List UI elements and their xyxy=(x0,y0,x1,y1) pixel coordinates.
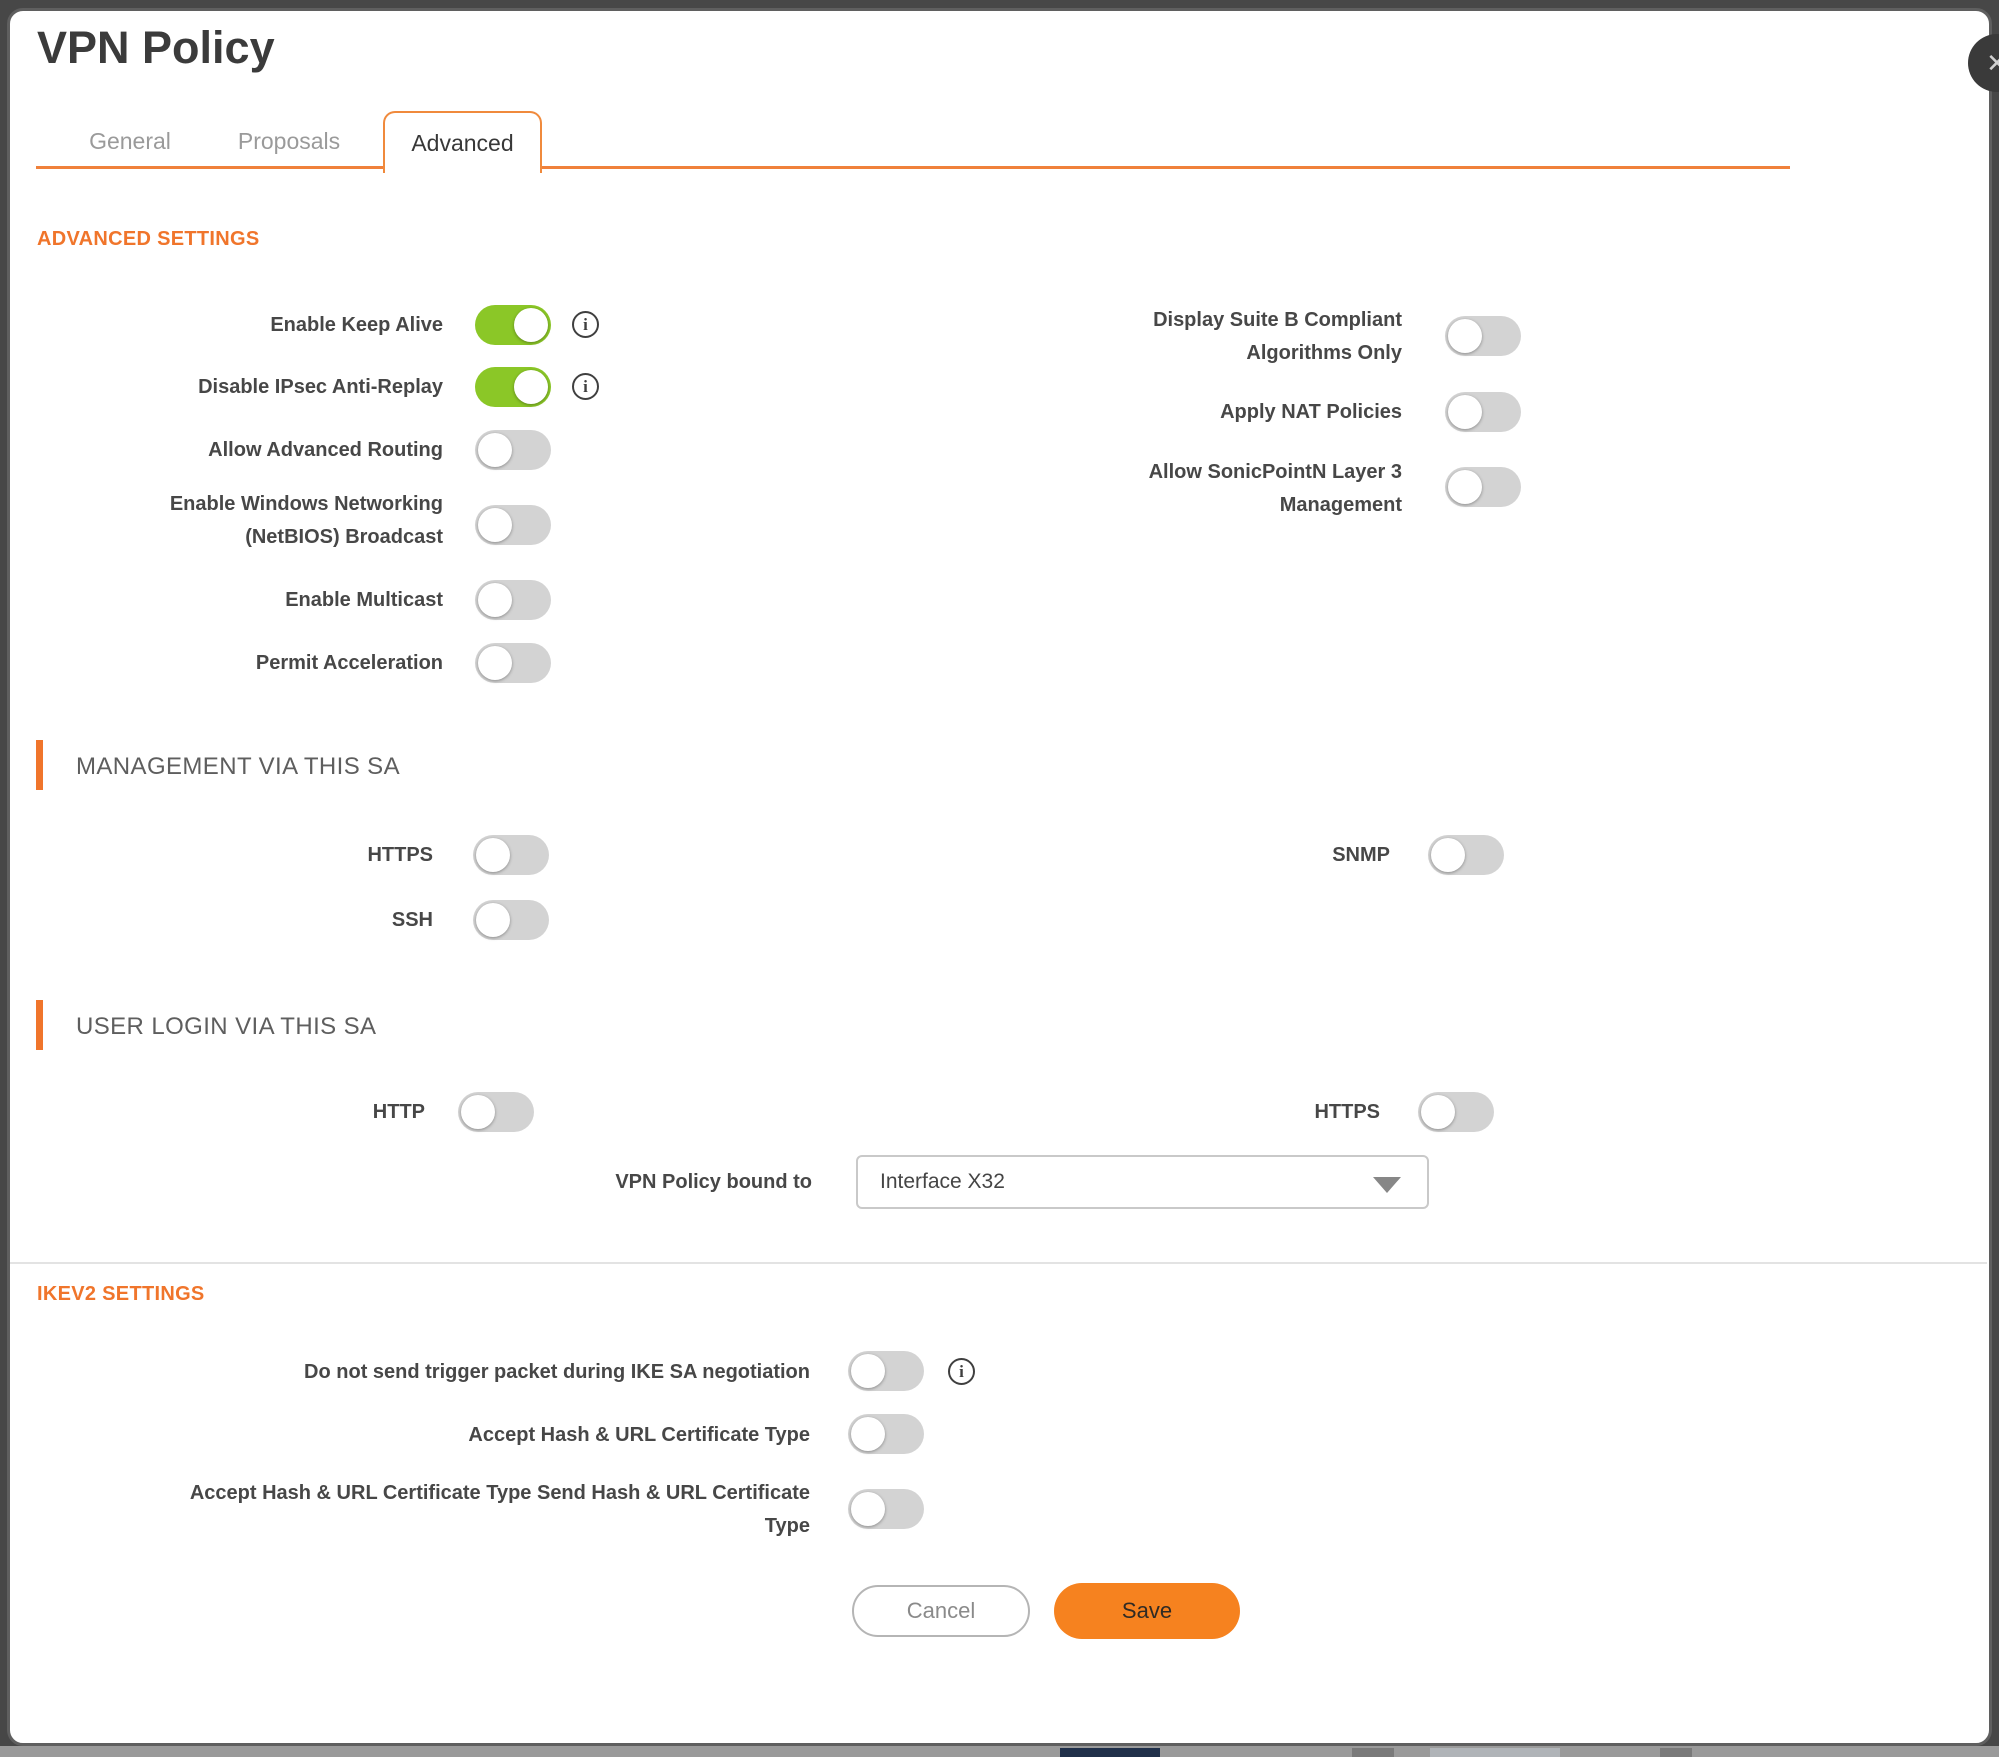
login-https-toggle[interactable] xyxy=(1418,1092,1494,1132)
mgmt-ssh-toggle[interactable] xyxy=(473,900,549,940)
background-fragment xyxy=(1660,1748,1692,1757)
info-icon[interactable]: i xyxy=(572,373,599,400)
label-mgmt-https: HTTPS xyxy=(367,844,433,866)
allow-sonicpointn-toggle[interactable] xyxy=(1445,467,1521,507)
toggle-knob xyxy=(851,1354,885,1388)
cancel-button[interactable]: Cancel xyxy=(852,1585,1030,1637)
label-login-https: HTTPS xyxy=(1314,1101,1380,1123)
management-sa-heading: MANAGEMENT VIA THIS SA xyxy=(76,753,400,780)
tab-proposals[interactable]: Proposals xyxy=(237,128,341,154)
info-icon[interactable]: i xyxy=(572,311,599,338)
toggle-knob xyxy=(514,308,548,342)
toggle-knob xyxy=(478,646,512,680)
label-allow-advanced-routing: Allow Advanced Routing xyxy=(208,439,443,461)
login-http-toggle[interactable] xyxy=(458,1092,534,1132)
save-button[interactable]: Save xyxy=(1054,1583,1240,1639)
advanced-settings-heading: ADVANCED SETTINGS xyxy=(37,228,260,250)
tab-advanced[interactable]: Advanced xyxy=(383,111,542,173)
user-login-sa-heading: USER LOGIN VIA THIS SA xyxy=(76,1013,377,1040)
label-vpn-policy-bound-to: VPN Policy bound to xyxy=(615,1171,812,1193)
ikev2-accept-hash-toggle[interactable] xyxy=(848,1414,924,1454)
display-suite-b-toggle[interactable] xyxy=(1445,316,1521,356)
label-enable-keep-alive: Enable Keep Alive xyxy=(270,314,443,336)
toggle-knob xyxy=(476,838,510,872)
toggle-knob xyxy=(461,1095,495,1129)
label-mgmt-snmp: SNMP xyxy=(1332,844,1390,866)
close-icon: ✕ xyxy=(1986,47,1999,78)
background-fragment xyxy=(1430,1748,1560,1757)
label-enable-windows-networking: Enable Windows Networking (NetBIOS) Broa… xyxy=(169,493,443,548)
background-page-strip xyxy=(0,1746,1999,1757)
toggle-knob xyxy=(514,370,548,404)
dialog-title: VPN Policy xyxy=(37,22,275,73)
label-mgmt-ssh: SSH xyxy=(391,909,433,931)
permit-acceleration-toggle[interactable] xyxy=(475,643,551,683)
toggle-knob xyxy=(476,903,510,937)
toggle-knob xyxy=(1448,395,1482,429)
toggle-knob xyxy=(1421,1095,1455,1129)
vpn-policy-bound-select[interactable]: Interface X32 xyxy=(856,1155,1429,1209)
allow-advanced-routing-toggle[interactable] xyxy=(475,430,551,470)
label-allow-sonicpointn: Allow SonicPointN Layer 3 Management xyxy=(1148,461,1402,516)
label-ikev2-no-trigger: Do not send trigger packet during IKE SA… xyxy=(304,1361,810,1383)
label-login-http: HTTP xyxy=(372,1101,425,1123)
section-accent-bar xyxy=(36,1000,43,1050)
toggle-knob xyxy=(1448,470,1482,504)
label-apply-nat-policies: Apply NAT Policies xyxy=(1220,401,1402,423)
toggle-knob xyxy=(478,508,512,542)
label-permit-acceleration: Permit Acceleration xyxy=(255,652,443,674)
enable-multicast-toggle[interactable] xyxy=(475,580,551,620)
label-display-suite-b: Display Suite B Compliant Algorithms Onl… xyxy=(1153,309,1402,364)
vpn-policy-dialog xyxy=(7,8,1992,1746)
ikev2-settings-heading: IKEV2 SETTINGS xyxy=(37,1283,205,1305)
enable-keep-alive-toggle[interactable] xyxy=(475,305,551,345)
toggle-knob xyxy=(478,433,512,467)
mgmt-snmp-toggle[interactable] xyxy=(1428,835,1504,875)
disable-ipsec-anti-replay-toggle[interactable] xyxy=(475,367,551,407)
label-enable-multicast: Enable Multicast xyxy=(285,589,443,611)
label-ikev2-accept-send-hash: Accept Hash & URL Certificate Type Send … xyxy=(189,1482,810,1537)
background-fragment xyxy=(1352,1748,1394,1757)
section-divider xyxy=(10,1262,1987,1264)
info-icon[interactable]: i xyxy=(948,1358,975,1385)
enable-windows-networking-toggle[interactable] xyxy=(475,505,551,545)
ikev2-accept-send-hash-toggle[interactable] xyxy=(848,1489,924,1529)
label-ikev2-accept-hash: Accept Hash & URL Certificate Type xyxy=(468,1424,810,1446)
mgmt-https-toggle[interactable] xyxy=(473,835,549,875)
label-disable-ipsec-anti-replay: Disable IPsec Anti-Replay xyxy=(198,376,443,398)
tab-general[interactable]: General xyxy=(89,128,171,154)
tab-underline xyxy=(36,166,1790,169)
chevron-down-icon xyxy=(1373,1177,1401,1193)
toggle-knob xyxy=(478,583,512,617)
select-value: Interface X32 xyxy=(880,1170,1005,1193)
toggle-knob xyxy=(851,1492,885,1526)
toggle-knob xyxy=(1431,838,1465,872)
section-accent-bar xyxy=(36,740,43,790)
background-fragment xyxy=(1060,1748,1160,1757)
ikev2-no-trigger-toggle[interactable] xyxy=(848,1351,924,1391)
apply-nat-policies-toggle[interactable] xyxy=(1445,392,1521,432)
toggle-knob xyxy=(1448,319,1482,353)
toggle-knob xyxy=(851,1417,885,1451)
